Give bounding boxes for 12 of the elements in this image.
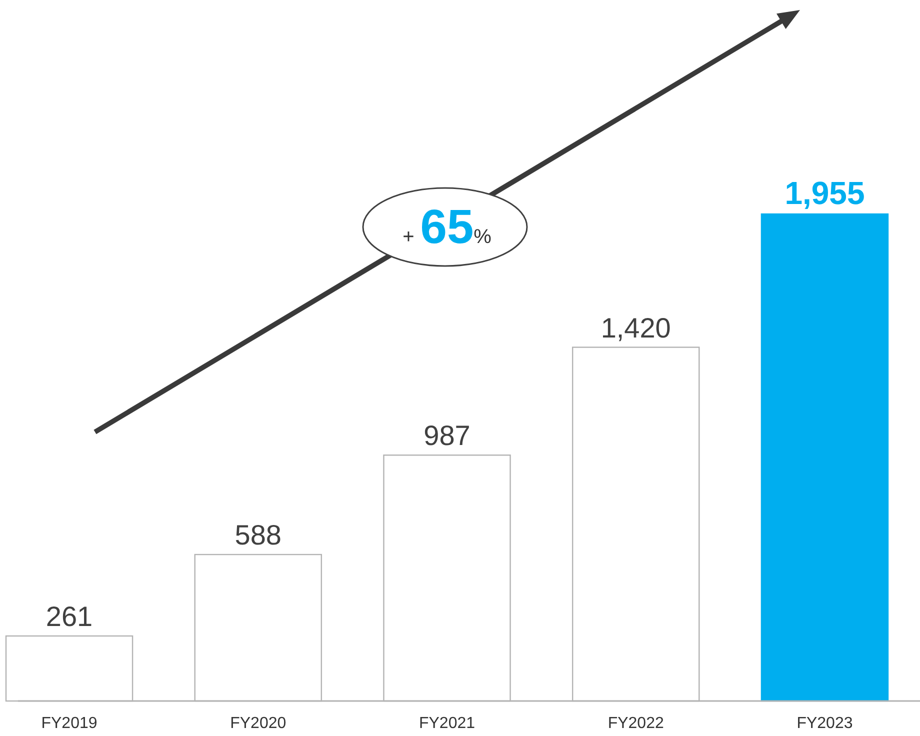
x-tick-label: FY2022: [608, 715, 664, 732]
x-tick-label: FY2019: [41, 715, 98, 732]
data-label: 1,955: [784, 175, 865, 211]
data-label: 987: [424, 420, 470, 452]
data-label: 1,420: [600, 312, 671, 344]
x-tick-label: FY2023: [796, 715, 853, 732]
data-label: 261: [46, 600, 93, 632]
bar: [760, 213, 889, 702]
data-label: 588: [234, 520, 282, 551]
annotation: +65%: [402, 201, 492, 254]
x-tick-label: FY2021: [418, 715, 476, 732]
x-tick-label: FY2020: [230, 715, 286, 732]
